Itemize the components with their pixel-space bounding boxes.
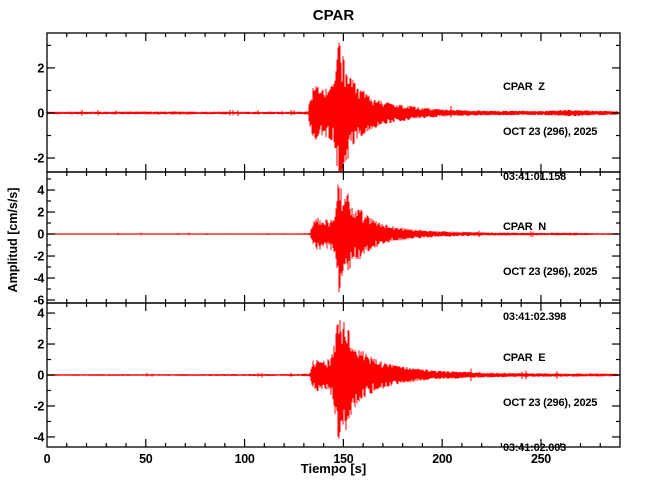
svg-text:-4: -4	[33, 272, 44, 286]
svg-text:4: 4	[37, 307, 44, 321]
svg-text:0: 0	[37, 369, 44, 383]
svg-text:2: 2	[37, 206, 44, 220]
svg-text:2: 2	[37, 61, 44, 75]
trace-start-time-label: 03:41:02.398	[503, 311, 567, 323]
station-component-label: CPAR Z	[503, 81, 545, 93]
panel-annotation-n: CPAR N OCT 23 (296), 2025 03:41:02.398	[503, 190, 597, 355]
event-date-label: OCT 23 (296), 2025	[503, 126, 598, 138]
station-component-label: CPAR E	[503, 352, 546, 364]
svg-text:0: 0	[37, 106, 44, 120]
svg-text:150: 150	[333, 452, 353, 466]
figure-title: CPAR	[312, 7, 355, 24]
svg-text:-6: -6	[33, 294, 44, 308]
svg-text:250: 250	[531, 452, 551, 466]
event-date-label: OCT 23 (296), 2025	[503, 266, 598, 278]
svg-text:200: 200	[432, 452, 452, 466]
svg-text:0: 0	[37, 228, 44, 242]
svg-text:4: 4	[37, 184, 44, 198]
svg-text:0: 0	[44, 452, 51, 466]
svg-text:2: 2	[37, 338, 44, 352]
svg-text:50: 50	[139, 452, 153, 466]
panel-annotation-z: CPAR Z OCT 23 (296), 2025 03:41:01.158	[503, 50, 597, 215]
svg-text:100: 100	[235, 452, 255, 466]
trace-start-time-label: 03:41:02.003	[503, 442, 567, 454]
station-component-label: CPAR N	[503, 221, 547, 233]
trace-start-time-label: 03:41:01.158	[503, 171, 567, 183]
svg-text:-2: -2	[33, 152, 44, 166]
panel-annotation-e: CPAR E OCT 23 (296), 2025 03:41:02.003	[503, 321, 597, 486]
svg-text:-2: -2	[33, 250, 44, 264]
svg-text:-2: -2	[33, 399, 44, 413]
x-axis-label: Tiempo [s]	[300, 461, 367, 476]
svg-text:-4: -4	[33, 430, 44, 444]
event-date-label: OCT 23 (296), 2025	[503, 397, 598, 409]
